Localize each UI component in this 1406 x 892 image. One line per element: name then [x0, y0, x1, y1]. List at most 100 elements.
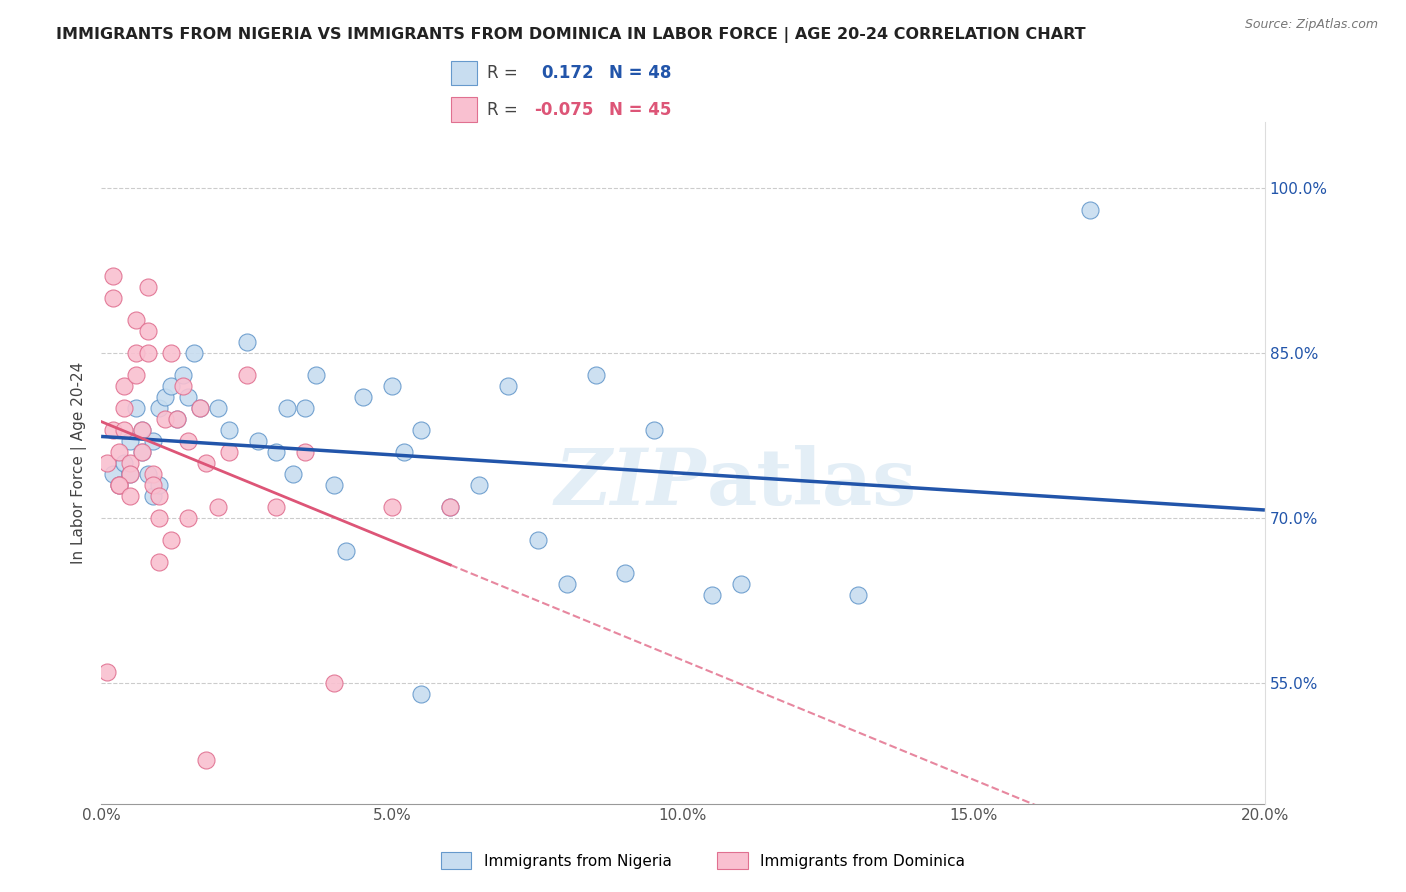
Point: [101, 291, 124, 305]
Point: [846, 588, 869, 602]
Point: [183, 346, 205, 360]
Text: N = 45: N = 45: [609, 101, 672, 119]
Point: [120, 489, 142, 503]
Legend: Immigrants from Nigeria, Immigrants from Dominica: Immigrants from Nigeria, Immigrants from…: [434, 846, 972, 875]
Point: [107, 478, 129, 492]
Point: [235, 334, 257, 349]
Point: [120, 467, 142, 481]
Point: [188, 401, 211, 415]
Point: [218, 445, 240, 459]
Point: [125, 346, 148, 360]
Point: [107, 478, 129, 492]
Point: [264, 500, 287, 514]
Point: [112, 423, 135, 437]
Point: [1078, 202, 1101, 217]
Point: [526, 533, 548, 547]
Point: [101, 423, 124, 437]
Y-axis label: In Labor Force | Age 20-24: In Labor Force | Age 20-24: [72, 361, 87, 564]
Point: [207, 500, 229, 514]
Point: [107, 445, 129, 459]
Point: [112, 456, 135, 470]
Text: 0.172: 0.172: [541, 64, 595, 82]
Text: Source: ZipAtlas.com: Source: ZipAtlas.com: [1244, 18, 1378, 31]
Point: [264, 445, 287, 459]
Point: [101, 268, 124, 283]
Point: [218, 423, 240, 437]
Text: N = 48: N = 48: [609, 64, 672, 82]
Point: [125, 313, 148, 327]
Point: [555, 576, 578, 591]
Point: [194, 456, 217, 470]
Point: [148, 478, 170, 492]
Point: [381, 500, 404, 514]
Point: [643, 423, 665, 437]
Point: [411, 687, 433, 701]
Point: [96, 665, 118, 679]
Point: [120, 456, 142, 470]
Text: R =: R =: [486, 64, 517, 82]
Point: [166, 412, 188, 426]
Point: [160, 533, 183, 547]
Point: [112, 401, 135, 415]
Point: [498, 379, 520, 393]
Point: [322, 478, 344, 492]
Point: [613, 566, 636, 580]
Point: [101, 467, 124, 481]
Point: [153, 390, 176, 404]
Text: IMMIGRANTS FROM NIGERIA VS IMMIGRANTS FROM DOMINICA IN LABOR FORCE | AGE 20-24 C: IMMIGRANTS FROM NIGERIA VS IMMIGRANTS FR…: [56, 27, 1085, 43]
Point: [194, 753, 217, 767]
Point: [142, 478, 165, 492]
Point: [131, 445, 153, 459]
Text: R =: R =: [486, 101, 517, 119]
Point: [107, 478, 129, 492]
Point: [335, 543, 357, 558]
Point: [153, 412, 176, 426]
Point: [136, 467, 159, 481]
Text: -0.075: -0.075: [534, 101, 593, 119]
Point: [142, 489, 165, 503]
Point: [125, 368, 148, 382]
Point: [148, 401, 170, 415]
Point: [131, 445, 153, 459]
Point: [207, 401, 229, 415]
Point: [585, 368, 607, 382]
Point: [235, 368, 257, 382]
Point: [125, 401, 148, 415]
Point: [392, 445, 415, 459]
Point: [136, 324, 159, 338]
Point: [142, 467, 165, 481]
Point: [166, 412, 188, 426]
Point: [294, 445, 316, 459]
Point: [730, 576, 752, 591]
Point: [131, 423, 153, 437]
Text: ZIP: ZIP: [554, 445, 706, 522]
Point: [177, 510, 200, 524]
Point: [120, 434, 142, 448]
Point: [136, 346, 159, 360]
Point: [96, 456, 118, 470]
Point: [148, 555, 170, 569]
FancyBboxPatch shape: [451, 97, 477, 122]
Point: [294, 401, 316, 415]
Point: [177, 434, 200, 448]
Point: [148, 510, 170, 524]
Point: [381, 379, 404, 393]
Point: [305, 368, 328, 382]
Point: [439, 500, 461, 514]
Point: [160, 346, 183, 360]
Point: [700, 588, 723, 602]
Point: [322, 675, 344, 690]
Point: [247, 434, 270, 448]
Point: [177, 390, 200, 404]
Point: [148, 489, 170, 503]
Point: [136, 280, 159, 294]
Text: atlas: atlas: [706, 445, 917, 521]
Point: [439, 500, 461, 514]
Point: [188, 401, 211, 415]
Point: [276, 401, 298, 415]
Point: [411, 423, 433, 437]
Point: [172, 379, 194, 393]
Point: [142, 434, 165, 448]
Point: [468, 478, 491, 492]
Point: [160, 379, 183, 393]
